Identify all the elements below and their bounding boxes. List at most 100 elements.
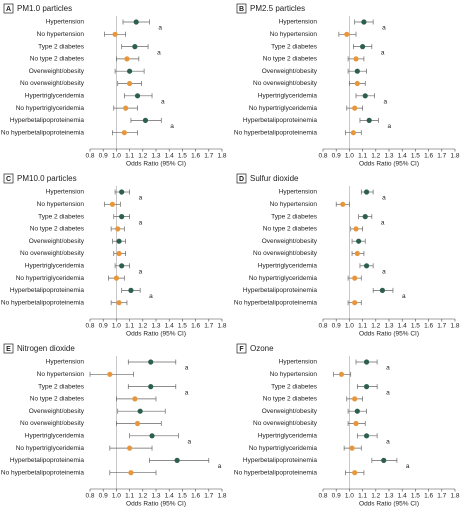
row-label: Hypertension — [279, 359, 318, 366]
row-label: Overweight/obesity — [29, 408, 85, 415]
row-label: Hyperbetalipoproteinemia — [10, 117, 84, 124]
x-tick-label: 0.9 — [99, 153, 108, 160]
point — [121, 130, 127, 136]
x-tick-label: 1.7 — [437, 153, 446, 160]
x-tick-label: 1.8 — [217, 323, 226, 330]
annotation: a — [161, 99, 165, 106]
row-label: Hypertriglyceridemia — [25, 263, 85, 270]
x-tick-label: 1.0 — [345, 323, 354, 330]
x-tick-label: 0.8 — [318, 323, 327, 330]
point — [340, 201, 346, 207]
x-tick-label: 1.2 — [138, 153, 147, 160]
point — [363, 189, 370, 195]
row-label: No hyperbetalipoproteinemia — [1, 299, 84, 306]
panel-label: E — [6, 346, 11, 353]
x-tick-label: 1.1 — [358, 493, 367, 500]
row-label: Overweight/obesity — [29, 68, 85, 75]
panel-title: Ozone — [250, 344, 274, 353]
point — [356, 238, 362, 244]
row-label: Hypertriglyceridemia — [258, 93, 318, 100]
x-tick-label: 1.7 — [204, 153, 213, 160]
x-tick-label: 0.9 — [332, 493, 341, 500]
x-tick-label: 1.6 — [424, 323, 433, 330]
x-tick-label: 0.8 — [318, 153, 327, 160]
row-label: Type 2 diabetes — [271, 43, 318, 50]
point — [107, 371, 113, 377]
point — [116, 250, 122, 257]
x-tick-label: 1.8 — [217, 493, 226, 500]
point — [119, 189, 125, 195]
x-tick-label: 1.3 — [384, 153, 393, 160]
row-label: No hyperbetalipoproteinemia — [1, 129, 84, 136]
annotation: a — [185, 389, 189, 396]
row-label: No overweight/obesity — [253, 80, 318, 87]
x-axis-label: Odds Ratio (95% CI) — [359, 501, 419, 508]
annotation: a — [406, 463, 410, 470]
row-label: Overweight/obesity — [262, 408, 318, 415]
point — [363, 433, 370, 439]
x-tick-label: 1.8 — [450, 323, 459, 330]
row-label: No hypertriglyceridemia — [249, 105, 318, 112]
row-label: No type 2 diabetes — [30, 396, 85, 403]
x-tick-label: 1.6 — [424, 153, 433, 160]
point — [148, 359, 154, 365]
point — [354, 250, 360, 257]
annotation: a — [386, 365, 390, 372]
row-label: No type 2 diabetes — [30, 226, 85, 233]
x-tick-label: 1.1 — [358, 323, 367, 330]
point — [112, 31, 118, 37]
row-label: Overweight/obesity — [262, 68, 318, 75]
point — [128, 470, 134, 476]
row-label: Hypertriglyceridemia — [25, 433, 85, 440]
annotation: a — [157, 49, 161, 56]
row-label: Hypertension — [46, 189, 85, 196]
row-label: No hypertension — [270, 201, 318, 208]
panel-label-box — [236, 343, 247, 354]
x-tick-label: 1.6 — [191, 493, 200, 500]
point — [127, 445, 133, 451]
annotation: a — [139, 219, 143, 226]
point — [344, 31, 350, 37]
x-tick-label: 1.4 — [165, 323, 174, 330]
point — [132, 44, 138, 50]
x-tick-label: 1.1 — [358, 153, 367, 160]
panel-title: Sulfur dioxide — [250, 174, 299, 183]
point — [137, 408, 143, 414]
row-label: No hyperbetalipoproteinemia — [234, 299, 317, 306]
x-axis-label: Odds Ratio (95% CI) — [359, 331, 419, 338]
row-label: No hypertriglyceridemia — [16, 105, 85, 112]
point — [124, 56, 130, 62]
row-label: Type 2 diabetes — [38, 43, 85, 50]
row-label: Type 2 diabetes — [38, 383, 85, 390]
x-tick-label: 1.4 — [398, 323, 407, 330]
x-tick-label: 0.8 — [318, 493, 327, 500]
row-label: Type 2 diabetes — [271, 383, 318, 390]
annotation: a — [386, 389, 390, 396]
x-tick-label: 1.7 — [437, 323, 446, 330]
point — [127, 80, 133, 87]
x-tick-label: 1.5 — [411, 323, 420, 330]
row-label: No hypertension — [37, 201, 85, 208]
point — [134, 420, 141, 427]
point — [354, 68, 360, 74]
row-label: Hyperbetalipoproteinemia — [243, 457, 317, 464]
annotation: a — [382, 25, 386, 32]
annotation: a — [383, 99, 387, 106]
x-tick-label: 1.5 — [178, 153, 187, 160]
point — [363, 384, 370, 390]
point — [119, 214, 125, 220]
x-tick-label: 1.6 — [191, 153, 200, 160]
point — [379, 287, 385, 293]
x-tick-label: 0.8 — [85, 493, 94, 500]
x-tick-label: 1.3 — [151, 323, 160, 330]
x-tick-label: 1.0 — [112, 153, 121, 160]
x-tick-label: 1.5 — [178, 323, 187, 330]
row-label: Hyperbetalipoproteinemia — [10, 287, 84, 294]
row-label: No type 2 diabetes — [30, 56, 85, 63]
annotation: a — [139, 195, 143, 202]
point — [353, 420, 359, 427]
x-tick-label: 0.9 — [332, 153, 341, 160]
point — [148, 384, 154, 390]
point — [363, 263, 370, 269]
